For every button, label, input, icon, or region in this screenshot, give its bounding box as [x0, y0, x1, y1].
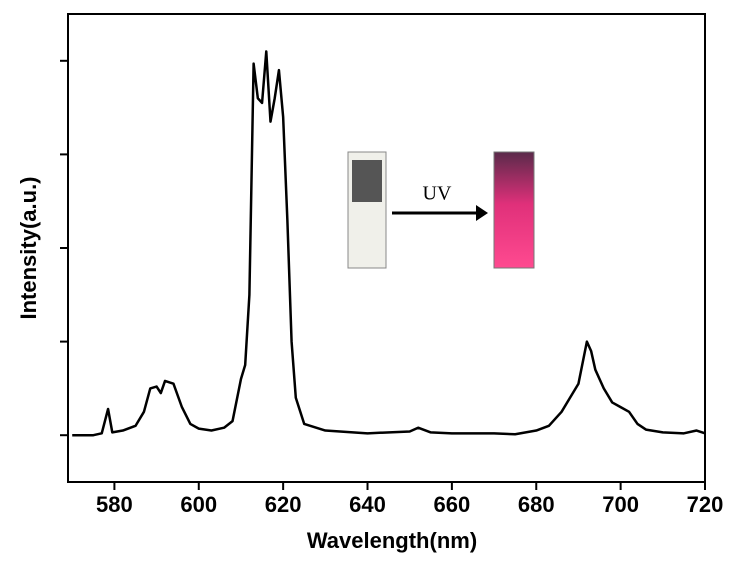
- x-tick-label: 700: [602, 492, 639, 517]
- y-axis-label: Intensity(a.u.): [16, 176, 41, 319]
- x-tick-label: 680: [518, 492, 555, 517]
- spectrum-line: [72, 50, 706, 437]
- x-axis-label: Wavelength(nm): [307, 528, 477, 553]
- x-tick-label: 580: [96, 492, 133, 517]
- annotation: UV: [423, 183, 452, 205]
- x-tick-label: 620: [265, 492, 302, 517]
- arrow-head: [476, 205, 488, 221]
- x-tick-label: 640: [349, 492, 386, 517]
- x-tick-label: 660: [434, 492, 471, 517]
- x-tick-label: 600: [180, 492, 217, 517]
- cuvette-after: [493, 151, 535, 269]
- x-tick-label: 720: [687, 492, 724, 517]
- cuvette-before-top: [352, 160, 382, 202]
- inset: UV: [347, 151, 535, 269]
